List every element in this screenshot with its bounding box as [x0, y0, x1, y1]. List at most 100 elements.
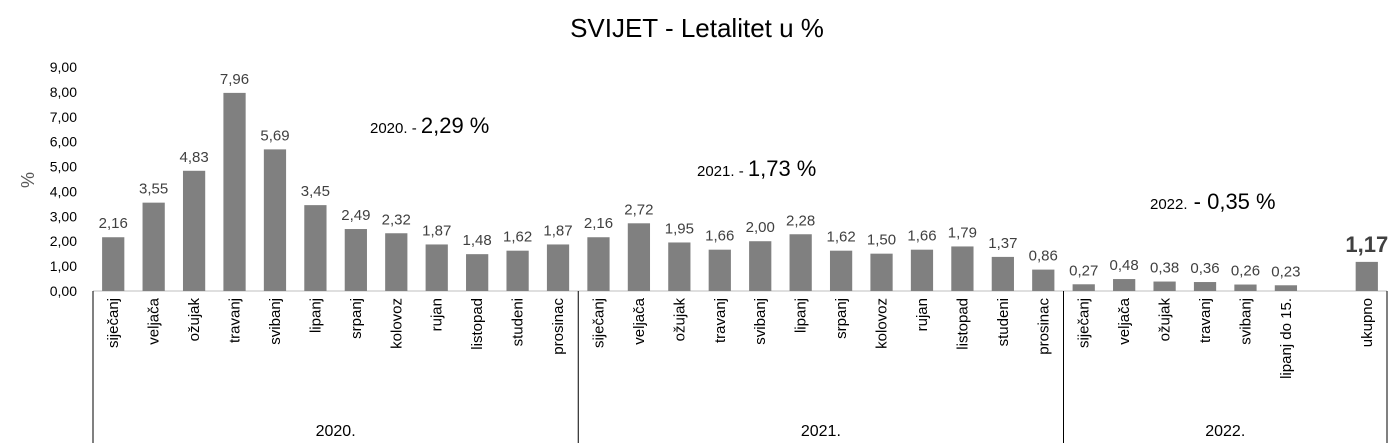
bar-value-label: 2,32 — [382, 211, 411, 228]
bar-value-label: 0,23 — [1271, 263, 1300, 280]
x-category-label: kolovoz — [388, 298, 405, 349]
x-category-label: siječanj — [105, 298, 122, 348]
bar — [506, 250, 529, 291]
x-category-label: prosinac — [1035, 298, 1052, 355]
bar — [1274, 285, 1298, 291]
y-axis-label: % — [18, 172, 38, 188]
year-average-annotation: 2021. - 1,73 % — [697, 156, 816, 181]
x-category-label: siječanj — [1076, 298, 1093, 348]
bar-value-label: 1,66 — [907, 228, 936, 245]
y-tick-label: 9,00 — [50, 59, 77, 75]
bar-value-label: 1,95 — [665, 220, 694, 237]
bar-value-label: 0,26 — [1231, 263, 1260, 280]
bar-value-label: 1,79 — [948, 224, 977, 241]
bar — [182, 170, 206, 291]
group-label: 2022. — [1205, 423, 1245, 440]
bar — [466, 254, 489, 291]
x-category-label: travanj — [1197, 298, 1214, 343]
annotation-value: 2,29 % — [421, 113, 490, 138]
bar — [1113, 279, 1136, 291]
bar — [425, 244, 448, 291]
y-tick-label: 4,00 — [50, 183, 77, 199]
y-tick-label: 7,00 — [50, 109, 77, 125]
bar-value-label: 2,49 — [341, 207, 370, 224]
y-tick-label: 0,00 — [50, 283, 77, 299]
annotation-prefix: 2020. - — [370, 120, 421, 137]
annotation-prefix: 2021. - — [697, 163, 748, 180]
bar-value-label: 0,48 — [1110, 257, 1139, 274]
x-category-label: srpanj — [348, 298, 365, 339]
bar-value-label: 1,87 — [422, 222, 451, 239]
bar-value-label: 7,96 — [220, 71, 249, 88]
bar — [627, 223, 651, 291]
bar — [1032, 269, 1055, 291]
x-category-label: travanj — [712, 298, 729, 343]
x-category-label: listopad — [469, 298, 486, 350]
x-category-label: kolovoz — [874, 298, 891, 349]
y-tick-label: 2,00 — [50, 233, 77, 249]
y-tick-label: 6,00 — [50, 134, 77, 150]
bar — [304, 205, 327, 291]
bar-value-label: 1,87 — [543, 222, 572, 239]
annotation-value: 1,73 % — [748, 156, 817, 181]
y-tick-label: 8,00 — [50, 84, 77, 100]
bar — [385, 233, 408, 291]
x-category-label: listopad — [954, 298, 971, 350]
bar — [1072, 284, 1095, 291]
group-label: 2020. — [316, 423, 356, 440]
bar — [1234, 284, 1257, 291]
x-category-label: svibanj — [752, 298, 769, 345]
x-category-label: ožujak — [671, 298, 688, 342]
bar-value-label: 1,48 — [463, 232, 492, 249]
x-category-label: lipanj do 15. — [1278, 298, 1295, 379]
bar-value-label: 1,37 — [988, 235, 1017, 252]
bar-value-label: 4,83 — [179, 149, 208, 166]
bar — [749, 241, 772, 291]
bar — [263, 149, 287, 291]
bar — [910, 249, 934, 291]
bar-value-label: 1,17 — [1345, 232, 1388, 257]
x-category-label: siječanj — [590, 298, 607, 348]
bar — [668, 242, 691, 291]
bar — [587, 237, 610, 291]
bar-value-label: 0,27 — [1069, 262, 1098, 279]
bar-value-label: 3,55 — [139, 181, 168, 198]
bar — [223, 92, 246, 291]
bar — [344, 229, 367, 291]
bar — [1355, 261, 1378, 291]
bar-value-label: 0,86 — [1029, 248, 1058, 265]
x-category-label: lipanj — [307, 298, 324, 333]
bar — [102, 237, 125, 291]
bar — [1153, 281, 1176, 291]
bar — [870, 253, 893, 291]
bar — [991, 256, 1014, 291]
bar — [708, 249, 731, 291]
plot-area: 0,00 1,00 2,00 3,00 4,00 5,00 6,00 7,00 8,00 9,00… — [50, 59, 1388, 443]
bar-value-label: 0,36 — [1190, 260, 1219, 277]
y-tick-label: 1,00 — [50, 258, 77, 274]
x-category-label: studeni — [995, 298, 1012, 346]
bar — [1193, 282, 1217, 291]
bar — [142, 202, 165, 291]
bar-value-label: 2,16 — [99, 215, 128, 232]
annotation-value: - 0,35 % — [1188, 189, 1276, 214]
bar — [546, 244, 570, 291]
x-category-label: svibanj — [1237, 298, 1254, 345]
x-category-label: rujan — [914, 298, 931, 331]
chart-title: SVIJET - Letalitet u % — [570, 13, 824, 43]
bar-value-label: 1,50 — [867, 232, 896, 249]
bar-value-label: 1,62 — [503, 229, 532, 246]
x-category-label: veljača — [1116, 297, 1133, 344]
group-label: 2021. — [801, 423, 841, 440]
x-category-label: ožujak — [186, 298, 203, 342]
x-category-label: lipanj — [793, 298, 810, 333]
year-average-annotation: 2022. - 0,35 % — [1150, 189, 1276, 214]
x-category-label: ukupno — [1359, 298, 1376, 347]
x-category-label: veljača — [146, 297, 163, 344]
bar — [951, 246, 974, 291]
x-category-label: ožujak — [1157, 298, 1174, 342]
x-category-label: srpanj — [833, 298, 850, 339]
y-tick-label: 3,00 — [50, 208, 77, 224]
x-category-label: rujan — [429, 298, 446, 331]
